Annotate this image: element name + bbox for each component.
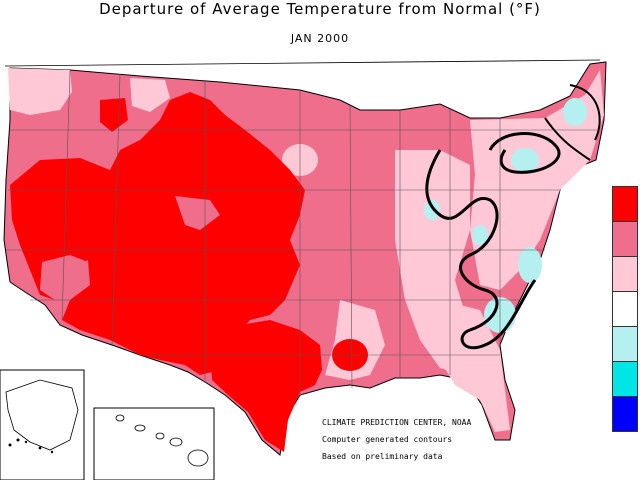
much-above-west (10, 92, 305, 375)
zero-contour-new-england (544, 117, 591, 161)
near-normal-nevada-pocket (40, 255, 88, 300)
credits-line-2: Computer generated contours (322, 435, 453, 444)
slightly-above-montana (130, 78, 170, 112)
legend-swatch-6 (612, 396, 638, 432)
slightly-below-pennsylvania (472, 225, 488, 245)
credits-block: CLIMATE PREDICTION CENTER, NOAA Computer… (322, 414, 471, 465)
much-above-texas (210, 320, 322, 452)
slightly-below-west-virginia (424, 200, 440, 220)
legend-swatch-0 (612, 186, 638, 221)
slightly-below-new-york (511, 148, 539, 172)
slightly-above-southeast (440, 300, 510, 432)
zero-contour-maine (569, 84, 601, 141)
zero-contour-east (425, 149, 537, 350)
state-boundaries (6, 69, 600, 395)
canada-border (4, 59, 601, 67)
slightly-above-northwest (8, 68, 72, 115)
slightly-below-virginia (518, 247, 542, 283)
near-normal-montana-pocket (175, 196, 220, 230)
map-title: Departure of Average Temperature from No… (99, 0, 541, 18)
hawaii-inset-box (93, 407, 215, 480)
alaska-outline (5, 379, 79, 451)
much-above-montana-spot (100, 98, 128, 132)
map-subtitle: JAN 2000 (290, 32, 350, 45)
zero-contour-northeast (488, 132, 561, 174)
legend-swatch-4 (612, 326, 638, 361)
legend-swatch-1 (612, 221, 638, 256)
color-legend (612, 186, 638, 432)
credits-line-3: Based on preliminary data (322, 452, 443, 461)
legend-swatch-3 (612, 291, 638, 326)
alaska-islands (8, 438, 54, 454)
slightly-above-northeast (470, 70, 604, 290)
legend-swatch-2 (612, 256, 638, 291)
credits-line-1: CLIMATE PREDICTION CENTER, NOAA (322, 418, 472, 427)
legend-swatch-5 (612, 361, 638, 396)
hawaii-islands (115, 414, 209, 467)
slightly-below-maine (563, 98, 587, 126)
